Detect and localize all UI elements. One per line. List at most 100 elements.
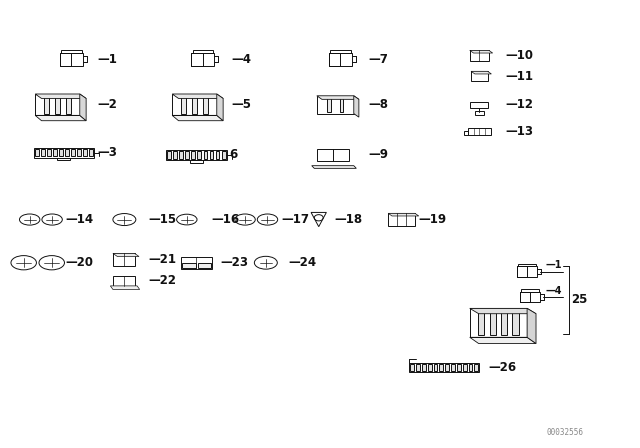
Bar [181, 257, 212, 269]
Bar [474, 364, 478, 371]
Bar [71, 149, 75, 156]
Bar [317, 149, 349, 161]
Polygon shape [470, 337, 536, 344]
Bar [166, 150, 227, 160]
Bar [182, 263, 196, 267]
Bar [520, 292, 540, 302]
Bar [179, 151, 183, 159]
Bar [329, 53, 352, 65]
Bar [65, 149, 68, 156]
Bar [490, 310, 496, 335]
Bar [33, 148, 94, 158]
Bar [470, 308, 527, 337]
Bar [77, 149, 81, 156]
Bar [198, 263, 211, 267]
Text: —9: —9 [369, 148, 388, 161]
Bar [198, 151, 202, 159]
Polygon shape [172, 94, 223, 99]
Bar [60, 53, 72, 65]
Text: 6: 6 [230, 148, 238, 161]
Bar [44, 96, 49, 114]
Bar [428, 364, 431, 371]
Text: 25: 25 [571, 293, 588, 306]
Bar [41, 149, 45, 156]
Text: —10: —10 [506, 49, 533, 62]
Polygon shape [35, 94, 86, 99]
Text: —5: —5 [232, 98, 252, 111]
Text: —11: —11 [506, 70, 533, 83]
Bar [221, 151, 225, 159]
Bar [501, 310, 508, 335]
Text: —21: —21 [148, 253, 177, 266]
Bar [83, 149, 87, 156]
Bar [478, 310, 484, 335]
Bar [471, 71, 488, 81]
Bar [113, 276, 134, 286]
Polygon shape [354, 96, 359, 117]
Bar [517, 266, 538, 277]
Text: —24: —24 [289, 256, 317, 269]
Bar [59, 149, 63, 156]
Bar [203, 96, 208, 114]
Bar [329, 53, 340, 65]
Bar [317, 96, 354, 114]
Text: —4: —4 [232, 53, 252, 66]
Bar [520, 292, 531, 302]
Bar [440, 364, 444, 371]
Polygon shape [470, 308, 536, 314]
Bar [470, 102, 488, 108]
Text: —26: —26 [489, 361, 517, 374]
Text: —16: —16 [211, 213, 239, 226]
Bar [517, 266, 527, 277]
Polygon shape [35, 116, 86, 121]
Polygon shape [110, 286, 140, 289]
Polygon shape [80, 94, 86, 121]
Bar [55, 96, 60, 114]
Bar [191, 151, 195, 159]
Bar [60, 53, 83, 65]
Text: —8: —8 [369, 98, 388, 111]
Polygon shape [527, 308, 536, 344]
Text: —2: —2 [98, 98, 118, 111]
Text: —13: —13 [506, 125, 533, 138]
Polygon shape [317, 96, 359, 99]
Bar [58, 158, 70, 160]
Bar [468, 364, 472, 371]
Text: —3: —3 [98, 146, 118, 159]
Bar [468, 128, 491, 134]
Bar [522, 289, 540, 292]
Bar [451, 364, 455, 371]
Polygon shape [172, 116, 223, 121]
Text: —14: —14 [66, 213, 94, 226]
Bar [172, 94, 217, 116]
Bar [463, 364, 467, 371]
Bar [204, 151, 207, 159]
Text: —23: —23 [220, 256, 248, 269]
Bar [410, 364, 414, 371]
Bar [513, 310, 519, 335]
Bar [330, 50, 351, 53]
Bar [470, 50, 489, 61]
Bar [327, 97, 331, 112]
Bar [53, 149, 57, 156]
Text: —1: —1 [98, 53, 118, 66]
Text: —7: —7 [369, 53, 388, 66]
Text: —17: —17 [281, 213, 309, 226]
Bar [61, 50, 82, 53]
Bar [167, 151, 171, 159]
Bar [173, 151, 177, 159]
Bar [210, 151, 213, 159]
Text: —1: —1 [545, 260, 562, 270]
Polygon shape [312, 166, 356, 168]
Text: —22: —22 [148, 275, 177, 288]
Bar [180, 96, 186, 114]
Bar [475, 112, 484, 115]
Text: —18: —18 [335, 213, 363, 226]
Polygon shape [470, 50, 493, 53]
Bar [518, 263, 536, 266]
Bar [216, 151, 220, 159]
Bar [457, 364, 461, 371]
Bar [190, 160, 203, 163]
Bar [35, 94, 80, 116]
Bar [192, 96, 197, 114]
